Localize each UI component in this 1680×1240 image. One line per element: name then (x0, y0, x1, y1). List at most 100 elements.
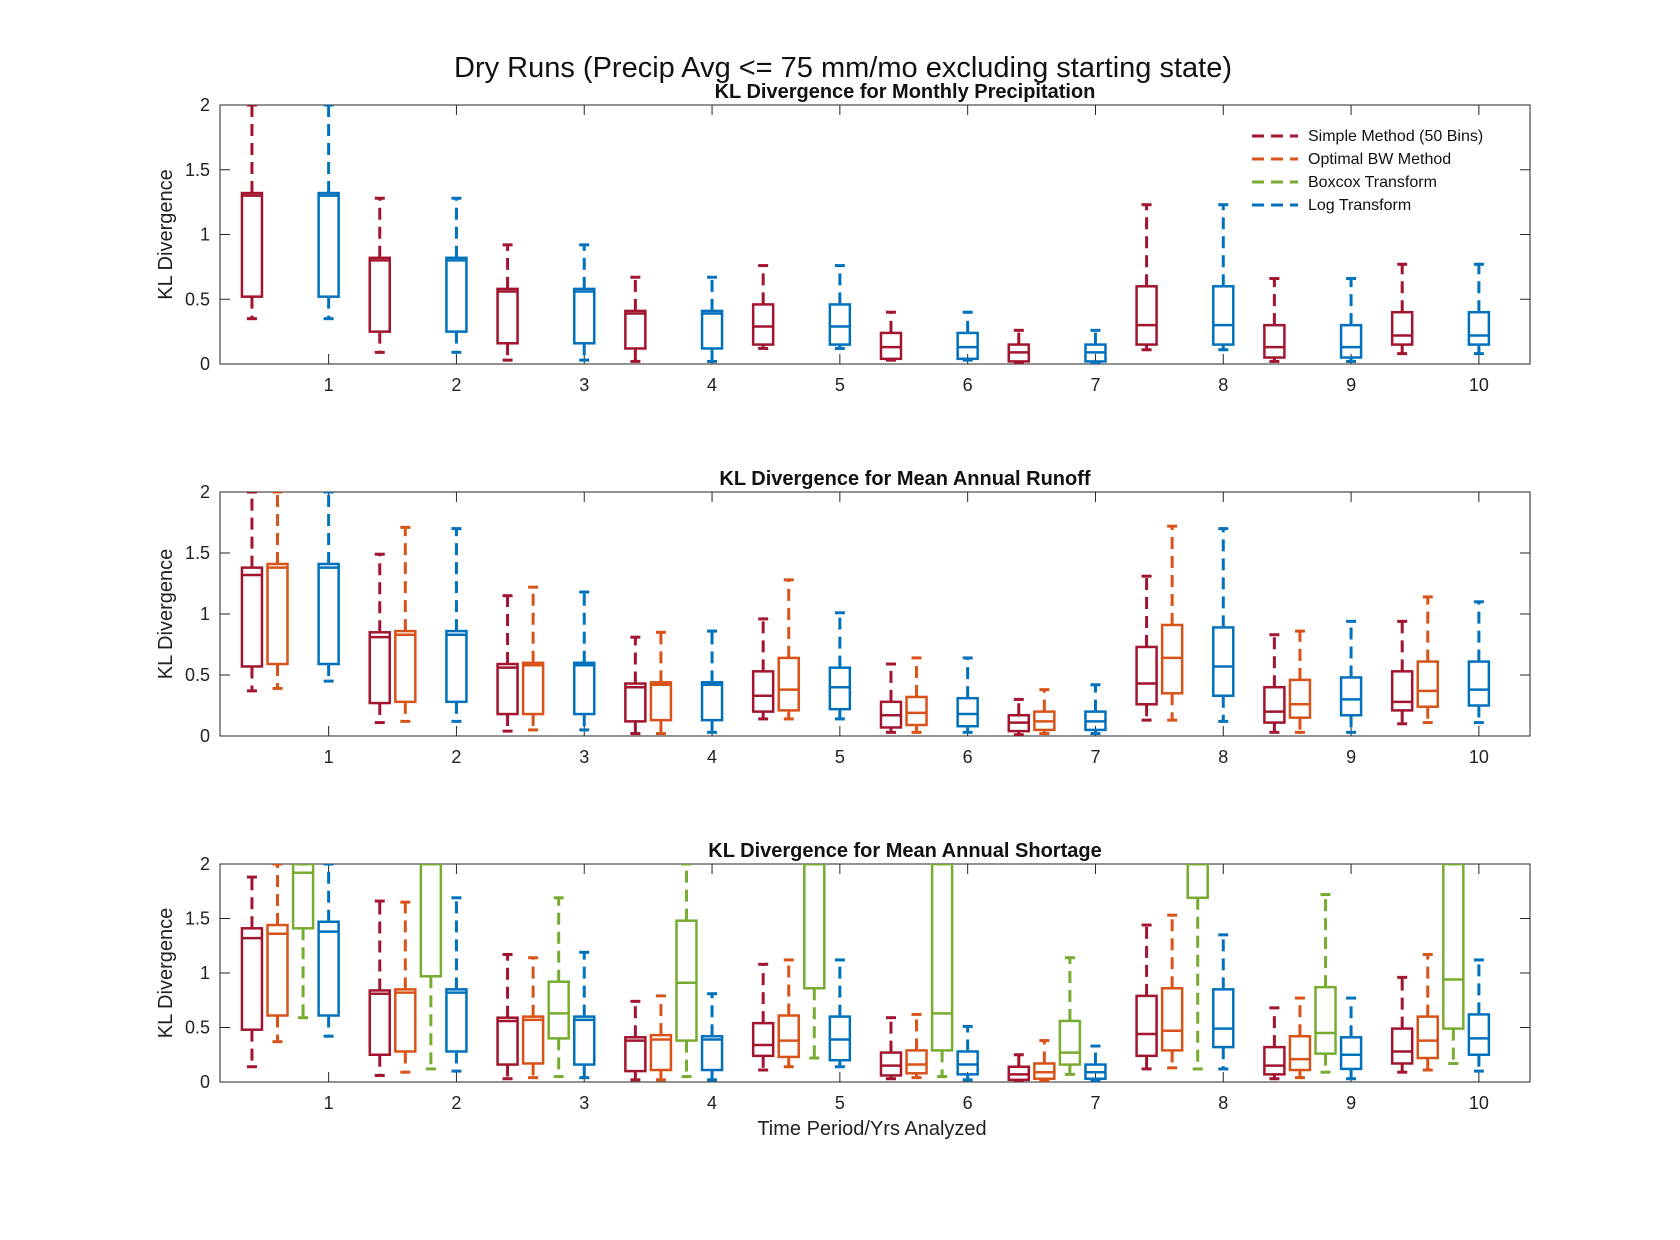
box-boxcox-transform-1 (291, 864, 315, 1020)
iqr-box (624, 1036, 647, 1073)
legend-label: Simple Method (50 Bins) (1308, 128, 1483, 145)
box-optimal-bw-method-7 (1033, 1039, 1056, 1082)
panel-2: KL Divergence for Mean Annual Runoff 0 0.5… (155, 468, 1531, 767)
iqr-box (1467, 660, 1491, 707)
y-axis-label: KL Divergence (155, 908, 177, 1038)
x-tick-label: 8 (1218, 375, 1228, 395)
iqr-box (317, 920, 340, 1017)
iqr-box (700, 309, 724, 350)
box-optimal-bw-method-5 (777, 578, 800, 721)
x-tick-label: 3 (579, 1093, 589, 1113)
y-tick-label: 1.5 (185, 160, 210, 180)
iqr-box (905, 695, 928, 727)
x-tick-label: 8 (1218, 747, 1228, 767)
box-boxcox-transform-8 (1186, 864, 1209, 1071)
box-log-transform-8 (1212, 527, 1235, 723)
iqr-box (240, 927, 264, 1031)
iqr-box (368, 256, 392, 333)
box-simple-method-50-bins--2 (368, 196, 392, 354)
iqr-box (1390, 670, 1414, 712)
box-boxcox-transform-3 (547, 896, 570, 1079)
figure-suptitle: Dry Runs (Precip Avg <= 75 mm/mo excludi… (454, 52, 1232, 84)
iqr-box (1339, 676, 1363, 717)
box-optimal-bw-method-2 (394, 525, 417, 723)
box-boxcox-transform-6 (930, 864, 954, 1079)
box-simple-method-50-bins--8 (1135, 574, 1158, 722)
box-optimal-bw-method-4 (649, 994, 673, 1082)
x-tick-label: 10 (1469, 1093, 1489, 1113)
iqr-box (394, 629, 417, 704)
box-boxcox-transform-2 (419, 864, 443, 1071)
box-boxcox-transform-9 (1314, 893, 1337, 1074)
iqr-box (1467, 1013, 1491, 1056)
iqr-box (751, 670, 775, 713)
panel-3: KL Divergence for Mean Annual Shortage 0 0… (155, 840, 1531, 1113)
iqr-box (803, 864, 826, 990)
y-tick-label: 0 (200, 354, 210, 374)
iqr-box (419, 864, 443, 978)
iqr-box (1390, 310, 1414, 346)
box-optimal-bw-method-8 (1160, 524, 1184, 722)
box-simple-method-50-bins--6 (879, 1016, 903, 1081)
box-simple-method-50-bins--7 (1007, 697, 1031, 736)
iqr-box (700, 1034, 724, 1072)
boxplot-group (240, 864, 1491, 1082)
box-log-transform-6 (956, 1024, 979, 1082)
box-simple-method-50-bins--2 (368, 899, 392, 1077)
x-tick-label: 8 (1218, 1093, 1228, 1113)
box-simple-method-50-bins--1 (240, 492, 264, 693)
iqr-box (1416, 660, 1440, 708)
iqr-box (445, 988, 468, 1053)
iqr-box (879, 1051, 903, 1077)
iqr-box (1135, 285, 1158, 346)
box-simple-method-50-bins--4 (624, 635, 647, 736)
iqr-box (572, 661, 596, 716)
box-simple-method-50-bins--1 (240, 105, 264, 321)
iqr-box (956, 1050, 979, 1076)
box-optimal-bw-method-6 (905, 1012, 928, 1080)
legend-label: Optimal BW Method (1308, 151, 1451, 168)
iqr-box (572, 287, 596, 345)
box-simple-method-50-bins--9 (1263, 277, 1286, 363)
legend-label: Boxcox Transform (1308, 174, 1437, 191)
iqr-box (1416, 1015, 1440, 1060)
iqr-box (240, 191, 264, 298)
iqr-box (828, 303, 852, 346)
iqr-box (930, 864, 954, 1052)
iqr-box (1467, 310, 1491, 346)
box-optimal-bw-method-10 (1416, 952, 1440, 1072)
iqr-box (368, 989, 392, 1056)
iqr-box (547, 980, 570, 1040)
box-log-transform-2 (445, 896, 468, 1073)
iqr-box (1135, 645, 1158, 706)
box-simple-method-50-bins--8 (1135, 923, 1158, 1071)
box-simple-method-50-bins--2 (368, 552, 392, 725)
box-simple-method-50-bins--5 (751, 264, 775, 350)
box-log-transform-8 (1212, 203, 1235, 352)
y-tick-label: 1 (200, 604, 210, 624)
box-simple-method-50-bins--1 (240, 875, 264, 1069)
box-log-transform-9 (1339, 619, 1363, 734)
iqr-box (649, 681, 673, 722)
x-tick-label: 9 (1346, 747, 1356, 767)
box-simple-method-50-bins--3 (496, 243, 519, 362)
boxplot-group (240, 105, 1491, 364)
iqr-box (1288, 1034, 1312, 1072)
iqr-box (879, 331, 903, 361)
box-log-transform-7 (1084, 683, 1107, 736)
box-log-transform-1 (317, 492, 340, 683)
box-simple-method-50-bins--5 (751, 962, 775, 1072)
iqr-box (956, 696, 979, 728)
box-log-transform-8 (1212, 933, 1235, 1071)
x-tick-label: 7 (1090, 1093, 1100, 1113)
x-tick-label: 3 (579, 375, 589, 395)
box-log-transform-7 (1084, 328, 1107, 364)
panel-title: KL Divergence for Mean Annual Shortage (708, 840, 1101, 862)
box-simple-method-50-bins--3 (496, 952, 519, 1081)
y-tick-label: 0.5 (185, 1018, 210, 1038)
x-tick-label: 4 (707, 375, 717, 395)
x-axis-label: Time Period/Yrs Analyzed (757, 1118, 986, 1140)
x-tick-label: 2 (451, 747, 461, 767)
y-tick-label: 2 (200, 482, 210, 502)
